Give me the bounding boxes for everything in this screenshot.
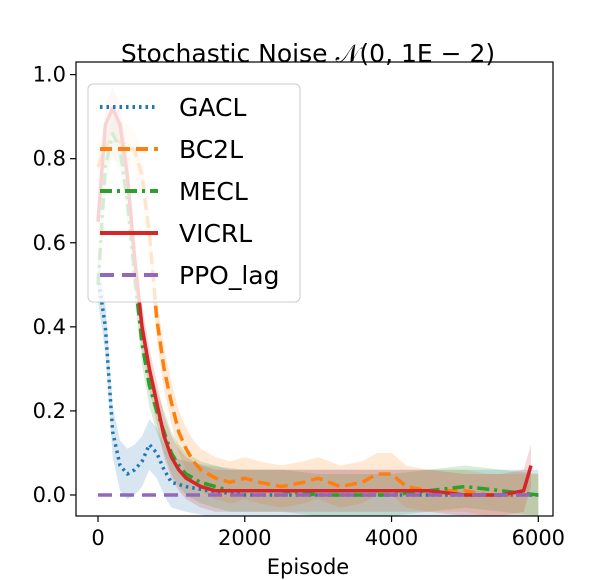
x-tick-label: 4000	[365, 526, 418, 550]
x-tick-label: 6000	[512, 526, 565, 550]
y-tick-label: 0.6	[33, 231, 66, 255]
chart-title: Stochastic Noise 𝒩(0, 1E − 2)	[121, 39, 495, 68]
legend-label-mecl: MECL	[179, 177, 248, 206]
legend-label-bc2l: BC2L	[179, 135, 243, 164]
y-axis: 0.0 0.2 0.4 0.6 0.8 1.0	[33, 63, 76, 507]
y-tick-label: 1.0	[33, 63, 66, 87]
gacl-line	[96, 276, 539, 497]
legend-label-ppo-lag: PPO_lag	[179, 261, 279, 290]
y-tick-label: 0.4	[33, 315, 66, 339]
x-axis-label: Episode	[267, 555, 349, 579]
y-tick-label: 0.2	[33, 399, 66, 423]
legend-frame	[87, 83, 301, 303]
y-tick-label: 0.8	[33, 147, 66, 171]
x-axis: 0 2000 4000 6000	[91, 516, 565, 550]
y-tick-label: 0.0	[33, 483, 66, 507]
legend: GACL BC2L MECL VICRL PPO_lag	[87, 83, 301, 303]
legend-label-gacl: GACL	[179, 93, 246, 122]
mecl-band	[98, 112, 539, 516]
plot-frame	[75, 61, 554, 517]
legend-label-vicrl: VICRL	[179, 219, 252, 248]
x-tick-label: 2000	[218, 526, 271, 550]
x-tick-label: 0	[91, 526, 104, 550]
mecl-line	[96, 131, 539, 497]
